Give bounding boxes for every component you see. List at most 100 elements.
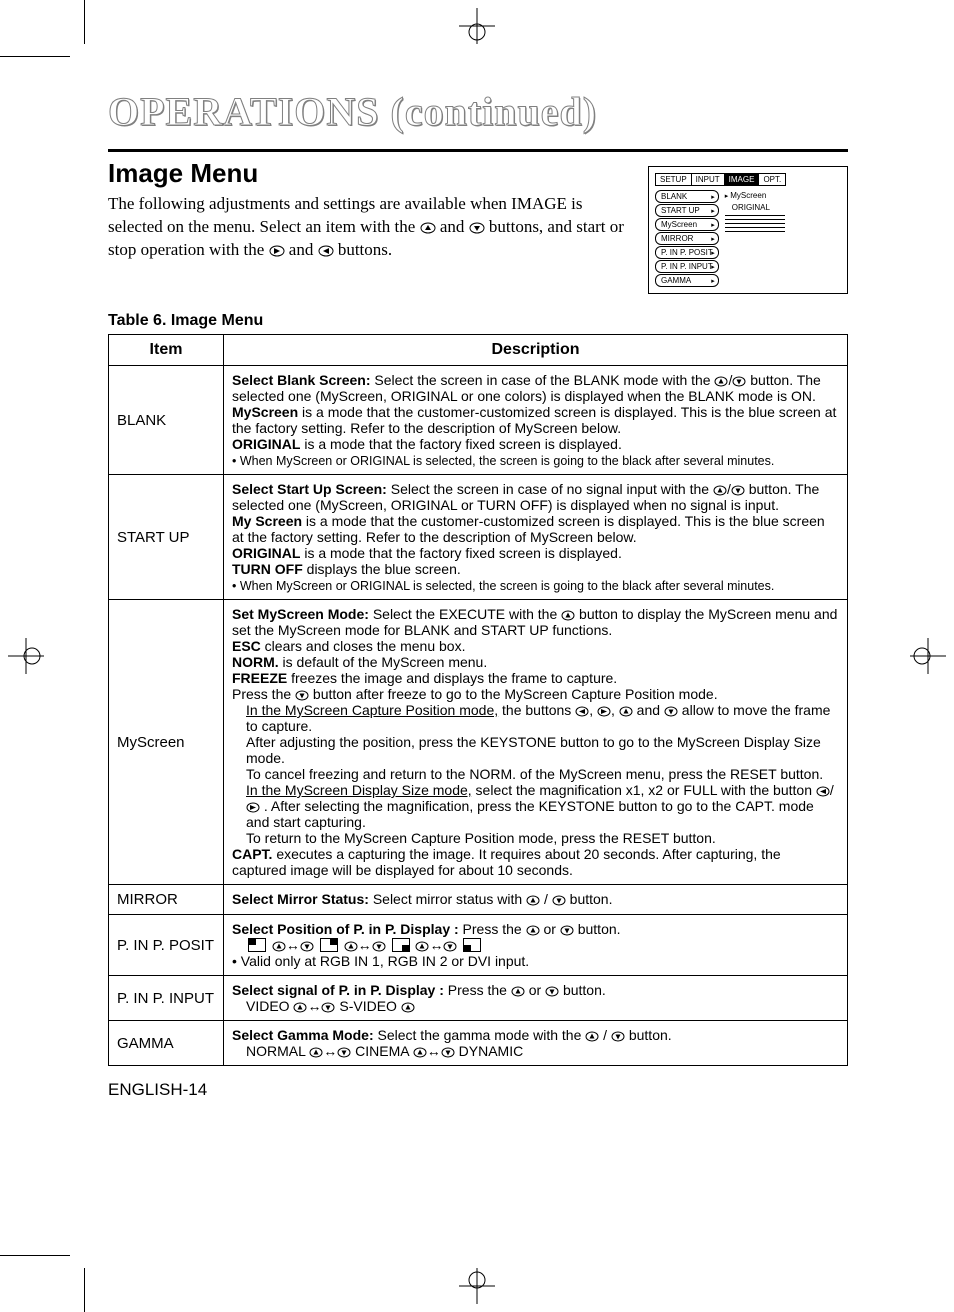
up-button-icon: [714, 376, 728, 387]
desc-bold: ORIGINAL: [232, 545, 300, 561]
desc-bold: Select Blank Screen:: [232, 372, 371, 388]
table-row: MIRROR Select Mirror Status: Select mirr…: [109, 885, 848, 915]
left-button-icon: [575, 706, 589, 717]
up-button-icon: [272, 941, 286, 952]
slash: /: [544, 891, 548, 907]
desc-indent: In the MyScreen Capture Position mode, t…: [232, 702, 839, 734]
desc-text: Select the screen in case of no signal i…: [387, 481, 713, 497]
osd-lines: [725, 215, 785, 232]
item-cell: GAMMA: [109, 1021, 224, 1066]
desc-text: button.: [578, 921, 621, 937]
down-button-icon: [441, 1047, 455, 1058]
desc-text: button.: [629, 1027, 672, 1043]
table-row: GAMMA Select Gamma Mode: Select the gamm…: [109, 1021, 848, 1066]
down-button-icon: [731, 485, 745, 496]
down-button-icon: [300, 941, 314, 952]
desc-text: is a mode that the factory fixed screen …: [300, 545, 621, 561]
desc-text: Press the: [444, 982, 511, 998]
up-button-icon: [713, 485, 727, 496]
up-button-icon: [420, 222, 436, 234]
desc-bold: Set MyScreen Mode:: [232, 606, 369, 622]
crop-mark: [0, 1255, 70, 1256]
osd-box: SETUP INPUT IMAGE OPT. BLANK▸ START UP▸ …: [648, 166, 848, 294]
comma: ,: [611, 702, 615, 718]
down-button-icon: [372, 941, 386, 952]
pip-topleft-icon: [248, 938, 266, 952]
down-button-icon: [321, 1002, 335, 1013]
desc-cell: Set MyScreen Mode: Select the EXECUTE wi…: [224, 600, 848, 885]
desc-text: Select the screen in case of the BLANK m…: [371, 372, 715, 388]
right-button-icon: [246, 802, 260, 813]
down-button-icon: [611, 1031, 625, 1042]
desc-bold: NORM.: [232, 654, 279, 670]
desc-text: freezes the image and displays the frame…: [287, 670, 617, 686]
and-text: and: [289, 240, 318, 259]
section-heading: Image Menu: [108, 158, 636, 189]
up-button-icon: [401, 1002, 415, 1013]
down-button-icon: [469, 222, 485, 234]
desc-text: After adjusting the position, press the …: [232, 734, 839, 766]
registration-mark-top: [459, 8, 495, 44]
desc-text: button after freeze to go to the MyScree…: [313, 686, 718, 702]
crop-mark: [84, 1268, 85, 1312]
registration-mark-right: [910, 638, 946, 674]
desc-text: To cancel freezing and return to the NOR…: [232, 766, 839, 782]
osd-tab-input: INPUT: [692, 173, 725, 186]
svideo-label: S-VIDEO: [339, 998, 400, 1014]
down-button-icon: [560, 925, 574, 936]
desc-text: is a mode that the factory fixed screen …: [300, 436, 621, 452]
item-cell: BLANK: [109, 366, 224, 475]
desc-text: is a mode that the customer-customized s…: [232, 404, 836, 436]
desc-cell: Select Start Up Screen: Select the scree…: [224, 475, 848, 600]
right-button-icon: [597, 706, 611, 717]
desc-bold: FREEZE: [232, 670, 287, 686]
down-button-icon: [443, 941, 457, 952]
down-button-icon: [545, 986, 559, 997]
osd-tab-opt: OPT.: [759, 173, 786, 186]
table-row: START UP Select Start Up Screen: Select …: [109, 475, 848, 600]
desc-text: Select the EXECUTE with the: [369, 606, 561, 622]
desc-text: To return to the MyScreen Capture Positi…: [232, 830, 839, 846]
desc-text: the buttons: [498, 702, 575, 718]
osd-item: GAMMA▸: [655, 274, 719, 287]
desc-bold: ESC: [232, 638, 261, 654]
desc-bold: ORIGINAL: [232, 436, 300, 452]
item-cell: MyScreen: [109, 600, 224, 885]
up-button-icon: [526, 925, 540, 936]
desc-text: is a mode that the customer-customized s…: [232, 513, 825, 545]
cinema-label: CINEMA: [355, 1043, 413, 1059]
desc-underline: In the MyScreen Display Size mode,: [246, 782, 472, 798]
th-item: Item: [109, 335, 224, 366]
osd-item: MIRROR▸: [655, 232, 719, 245]
item-cell: P. IN P. POSIT: [109, 915, 224, 976]
and-text: and: [637, 702, 664, 718]
left-button-icon: [318, 245, 334, 257]
desc-bold: Select Start Up Screen:: [232, 481, 387, 497]
desc-text: executes a capturing the image. It requi…: [232, 846, 781, 878]
osd-value: ORIGINAL: [725, 202, 785, 213]
up-button-icon: [526, 895, 540, 906]
signal-sequence: VIDEO ↔ S-VIDEO: [232, 998, 839, 1014]
th-desc: Description: [224, 335, 848, 366]
item-cell: START UP: [109, 475, 224, 600]
normal-label: NORMAL: [246, 1043, 309, 1059]
desc-note: • Valid only at RGB IN 1, RGB IN 2 or DV…: [232, 953, 529, 969]
pip-topright-icon: [320, 938, 338, 952]
osd-item: P. IN P. POSIT▸: [655, 246, 719, 259]
desc-underline: In the MyScreen Capture Position mode,: [246, 702, 498, 718]
osd-tab-setup: SETUP: [655, 173, 692, 186]
up-button-icon: [344, 941, 358, 952]
table-row: BLANK Select Blank Screen: Select the sc…: [109, 366, 848, 475]
image-menu-table: Item Description BLANK Select Blank Scre…: [108, 334, 848, 1066]
left-button-icon: [816, 786, 830, 797]
page-title: OPERATIONS (continued): [108, 88, 848, 135]
desc-text: Select the gamma mode with the: [374, 1027, 586, 1043]
desc-cell: Select Blank Screen: Select the screen i…: [224, 366, 848, 475]
or-text: or: [529, 982, 545, 998]
up-button-icon: [561, 610, 575, 621]
item-cell: MIRROR: [109, 885, 224, 915]
up-button-icon: [309, 1047, 323, 1058]
osd-tab-image: IMAGE: [725, 173, 760, 186]
down-button-icon: [337, 1047, 351, 1058]
registration-mark-left: [8, 638, 44, 674]
